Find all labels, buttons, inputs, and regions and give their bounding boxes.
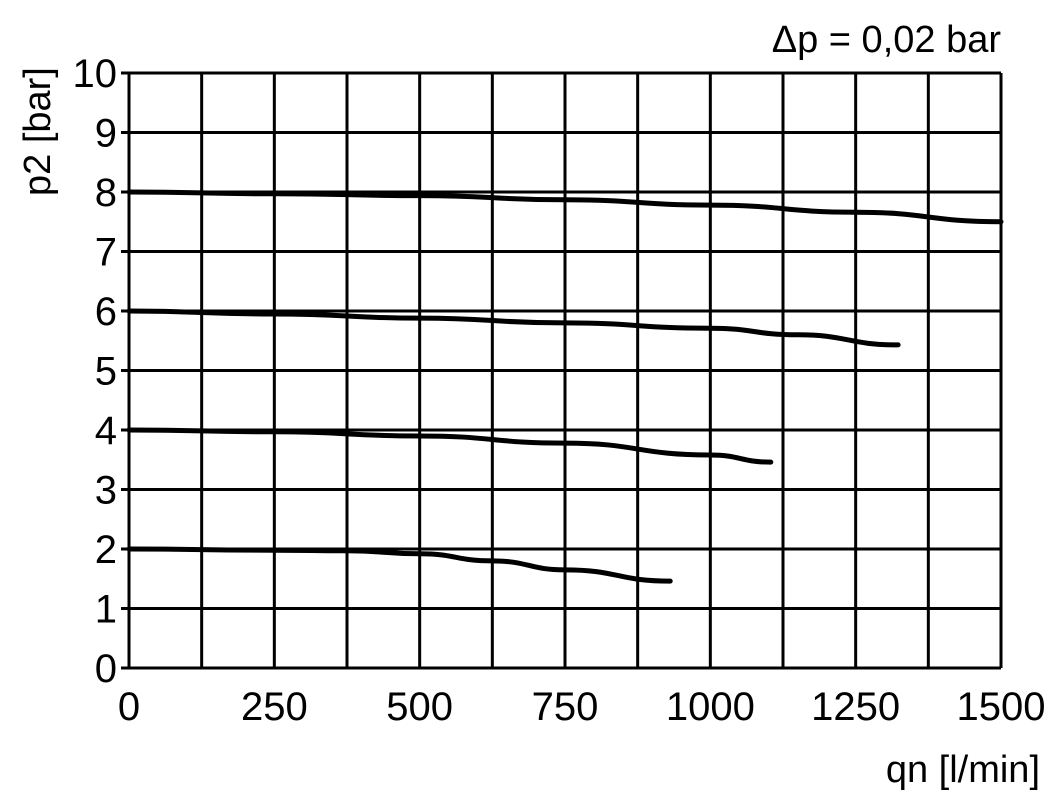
x-tick-label: 1000 bbox=[666, 685, 755, 729]
y-axis-label: p2 [bar] bbox=[17, 67, 59, 196]
y-tick-label: 1 bbox=[95, 588, 117, 632]
curves bbox=[126, 189, 1004, 584]
series-line-1 bbox=[126, 308, 901, 348]
y-tick-labels: 0 1 2 3 4 5 6 7 8 9 10 bbox=[73, 52, 118, 691]
x-tick-label: 0 bbox=[118, 685, 140, 729]
x-tick-label: 1250 bbox=[811, 685, 900, 729]
y-tick-label: 0 bbox=[95, 647, 117, 691]
x-tick-labels: 0 250 500 750 1000 1250 1500 bbox=[118, 685, 1046, 729]
y-tick-label: 5 bbox=[95, 350, 117, 394]
series-line-2 bbox=[126, 427, 774, 465]
y-tick-label: 7 bbox=[95, 231, 117, 275]
x-tick-label: 750 bbox=[532, 685, 599, 729]
annotation: Δp = 0,02 bar bbox=[772, 19, 1002, 61]
y-tick-label: 10 bbox=[73, 52, 118, 96]
x-tick-label: 1500 bbox=[957, 685, 1046, 729]
series-line-3 bbox=[126, 546, 673, 584]
x-axis-label: qn [l/min] bbox=[886, 749, 1040, 791]
y-tick-label: 4 bbox=[95, 409, 117, 453]
x-tick-label: 250 bbox=[241, 685, 308, 729]
y-tick-label: 2 bbox=[95, 528, 117, 572]
x-tick-label: 500 bbox=[386, 685, 453, 729]
y-tick-label: 8 bbox=[95, 171, 117, 215]
y-tick-label: 6 bbox=[95, 290, 117, 334]
grid bbox=[121, 71, 1003, 670]
series-line-0 bbox=[126, 189, 1004, 225]
y-tick-label: 3 bbox=[95, 469, 117, 513]
y-tick-label: 9 bbox=[95, 112, 117, 156]
